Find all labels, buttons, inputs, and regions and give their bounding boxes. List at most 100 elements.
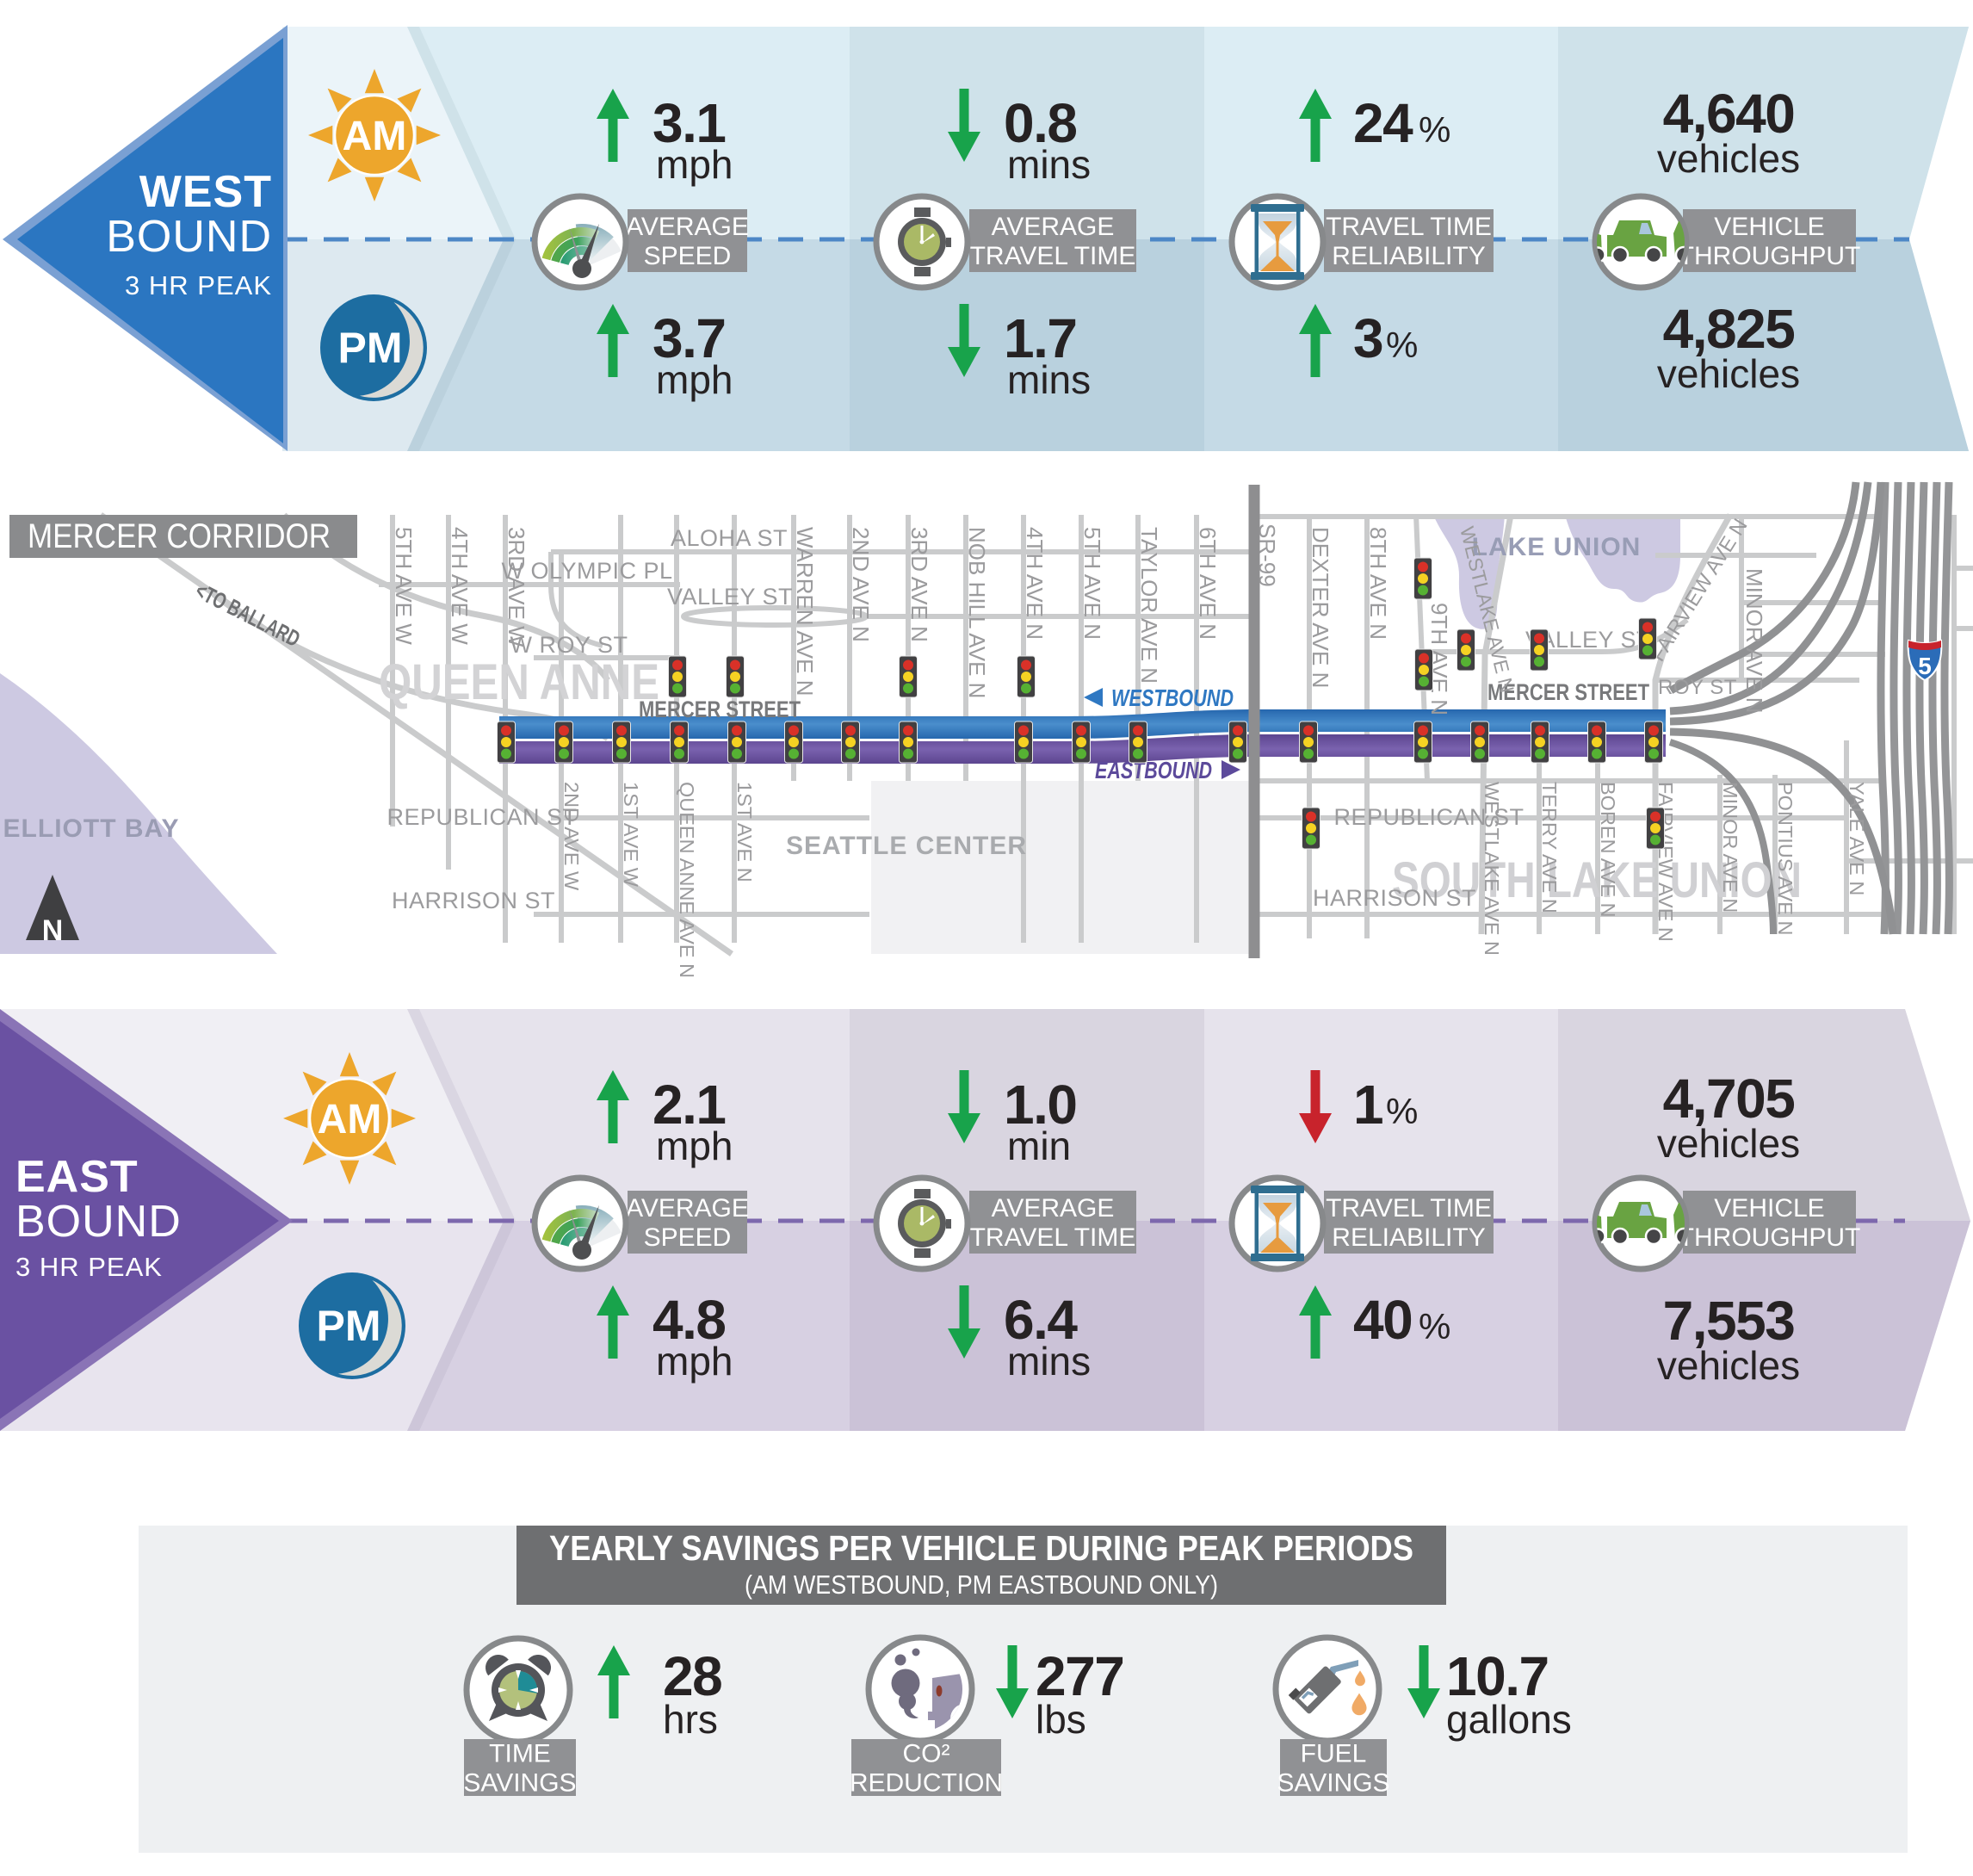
svg-text:EASTBOUND: EASTBOUND xyxy=(1095,757,1212,783)
svg-text:24: 24 xyxy=(1353,92,1413,154)
svg-text:REPUBLICAN ST: REPUBLICAN ST xyxy=(387,804,577,830)
svg-text:3.7: 3.7 xyxy=(653,307,725,369)
svg-text:W ROY ST: W ROY ST xyxy=(510,632,628,658)
svg-text:0.8: 0.8 xyxy=(1004,92,1076,154)
svg-text:mins: mins xyxy=(1007,357,1091,402)
svg-text:THROUGHPUT: THROUGHPUT xyxy=(1679,1223,1861,1252)
svg-text:6TH AVE N: 6TH AVE N xyxy=(1195,527,1221,640)
svg-text:1.0: 1.0 xyxy=(1004,1074,1076,1136)
svg-text:3RD AVE N: 3RD AVE N xyxy=(906,527,932,642)
svg-text:%: % xyxy=(1386,325,1418,365)
svg-text:PM: PM xyxy=(338,324,403,372)
svg-text:TIME: TIME xyxy=(489,1740,551,1768)
svg-text:MINOR AVE N: MINOR AVE N xyxy=(1741,568,1767,714)
svg-text:min: min xyxy=(1007,1124,1071,1168)
svg-text:CO²: CO² xyxy=(903,1740,950,1768)
svg-text:3.1: 3.1 xyxy=(653,92,725,154)
svg-text:MERCER CORRIDOR: MERCER CORRIDOR xyxy=(28,517,331,555)
svg-text:YALE AVE N: YALE AVE N xyxy=(1846,782,1868,895)
svg-text:WEST: WEST xyxy=(139,167,272,217)
svg-text:LAKE UNION: LAKE UNION xyxy=(1472,533,1642,561)
svg-text:%: % xyxy=(1419,109,1450,150)
svg-text:%: % xyxy=(1386,1091,1418,1131)
svg-text:SAVINGS: SAVINGS xyxy=(1277,1769,1389,1798)
svg-text:mph: mph xyxy=(656,1339,733,1384)
svg-text:gallons: gallons xyxy=(1446,1697,1572,1742)
svg-text:5TH AVE W: 5TH AVE W xyxy=(391,527,417,645)
svg-text:7,553: 7,553 xyxy=(1663,1290,1795,1352)
svg-text:MERCER STREET: MERCER STREET xyxy=(1487,679,1649,705)
svg-text:3 HR PEAK: 3 HR PEAK xyxy=(15,1252,163,1282)
svg-text:DEXTER AVE N: DEXTER AVE N xyxy=(1308,527,1333,688)
svg-text:mins: mins xyxy=(1007,1339,1091,1384)
svg-text:4TH AVE W: 4TH AVE W xyxy=(447,527,473,645)
svg-text:TRAVEL TIME: TRAVEL TIME xyxy=(970,242,1136,270)
svg-text:VEHICLE: VEHICLE xyxy=(1714,1194,1824,1223)
svg-text:3: 3 xyxy=(1353,307,1382,369)
svg-text:AVERAGE: AVERAGE xyxy=(626,1194,749,1223)
svg-text:AVERAGE: AVERAGE xyxy=(992,213,1115,241)
svg-text:2ND AVE W: 2ND AVE W xyxy=(560,782,583,891)
svg-text:vehicles: vehicles xyxy=(1657,1343,1800,1388)
svg-text:mph: mph xyxy=(656,357,733,402)
svg-text:N: N xyxy=(42,914,64,947)
svg-text:NOB HILL AVE N: NOB HILL AVE N xyxy=(964,527,990,698)
svg-text:YEARLY SAVINGS PER VEHICLE DUR: YEARLY SAVINGS PER VEHICLE DURING PEAK P… xyxy=(549,1528,1413,1568)
svg-text:10.7: 10.7 xyxy=(1446,1645,1549,1707)
svg-text:vehicles: vehicles xyxy=(1657,1121,1800,1166)
svg-text:4,825: 4,825 xyxy=(1663,298,1795,360)
svg-text:TRAVEL TIME: TRAVEL TIME xyxy=(1326,1194,1492,1223)
svg-text:BOUND: BOUND xyxy=(15,1197,182,1247)
svg-text:MINOR AVE N: MINOR AVE N xyxy=(1719,782,1741,913)
svg-text:AM: AM xyxy=(318,1097,382,1142)
svg-text:ROY ST: ROY ST xyxy=(1658,676,1737,699)
svg-text:hrs: hrs xyxy=(663,1697,718,1742)
svg-text:4.8: 4.8 xyxy=(653,1289,725,1351)
svg-text:2.1: 2.1 xyxy=(653,1074,725,1136)
svg-text:ALOHA ST: ALOHA ST xyxy=(671,525,788,551)
svg-text:WESTBOUND: WESTBOUND xyxy=(1111,684,1234,711)
svg-text:REPUBLICAN ST: REPUBLICAN ST xyxy=(1333,804,1524,830)
svg-text:MERCER STREET: MERCER STREET xyxy=(639,697,801,722)
svg-text:QUEEN ANNE: QUEEN ANNE xyxy=(379,654,659,710)
svg-text:TAYLOR AVE N: TAYLOR AVE N xyxy=(1136,527,1162,684)
svg-text:VEHICLE: VEHICLE xyxy=(1714,213,1824,241)
svg-text:AVERAGE: AVERAGE xyxy=(992,1194,1115,1223)
svg-text:1.7: 1.7 xyxy=(1004,307,1076,369)
svg-text:(AM WESTBOUND, PM EASTBOUND ON: (AM WESTBOUND, PM EASTBOUND ONLY) xyxy=(745,1570,1218,1600)
svg-text:SOUTH LAKE UNION: SOUTH LAKE UNION xyxy=(1392,852,1802,908)
svg-text:SEATTLE CENTER: SEATTLE CENTER xyxy=(786,832,1027,860)
svg-text:QUEEN ANNE AVE N: QUEEN ANNE AVE N xyxy=(676,782,698,978)
svg-text:3RD AVE W: 3RD AVE W xyxy=(504,527,529,647)
svg-text:1ST AVE N: 1ST AVE N xyxy=(733,782,756,882)
svg-text:4,640: 4,640 xyxy=(1663,83,1795,145)
svg-text:vehicles: vehicles xyxy=(1657,136,1800,181)
svg-text:mph: mph xyxy=(656,142,733,187)
svg-text:40: 40 xyxy=(1353,1289,1412,1351)
svg-text:3 HR PEAK: 3 HR PEAK xyxy=(125,270,272,300)
svg-text:SPEED: SPEED xyxy=(644,1223,732,1252)
svg-text:4TH AVE N: 4TH AVE N xyxy=(1022,527,1048,640)
svg-text:1ST AVE W: 1ST AVE W xyxy=(620,782,642,888)
svg-text:%: % xyxy=(1419,1306,1450,1347)
svg-text:TRAVEL TIME: TRAVEL TIME xyxy=(1326,213,1492,241)
svg-text:277: 277 xyxy=(1036,1645,1123,1707)
svg-text:WESTLAKE AVE N: WESTLAKE AVE N xyxy=(1481,782,1503,956)
svg-text:1: 1 xyxy=(1353,1074,1382,1136)
svg-text:VALLEY ST: VALLEY ST xyxy=(667,584,793,610)
svg-text:TRAVEL TIME: TRAVEL TIME xyxy=(970,1223,1136,1252)
svg-text:AM: AM xyxy=(343,114,407,159)
svg-text:6.4: 6.4 xyxy=(1004,1289,1078,1351)
svg-text:RELIABILITY: RELIABILITY xyxy=(1332,1223,1485,1252)
svg-text:vehicles: vehicles xyxy=(1657,351,1800,396)
svg-text:W OLYMPIC PL: W OLYMPIC PL xyxy=(501,558,672,584)
svg-text:ELLIOTT BAY: ELLIOTT BAY xyxy=(3,814,180,843)
svg-text:RELIABILITY: RELIABILITY xyxy=(1332,242,1485,270)
svg-text:WARREN AVE N: WARREN AVE N xyxy=(792,527,818,696)
svg-text:TERRY AVE N: TERRY AVE N xyxy=(1538,782,1561,913)
svg-text:AVERAGE: AVERAGE xyxy=(626,213,749,241)
svg-text:mph: mph xyxy=(656,1124,733,1168)
svg-text:SPEED: SPEED xyxy=(644,242,732,270)
svg-text:mins: mins xyxy=(1007,142,1091,187)
svg-text:PONTIUS AVE N: PONTIUS AVE N xyxy=(1774,782,1797,935)
